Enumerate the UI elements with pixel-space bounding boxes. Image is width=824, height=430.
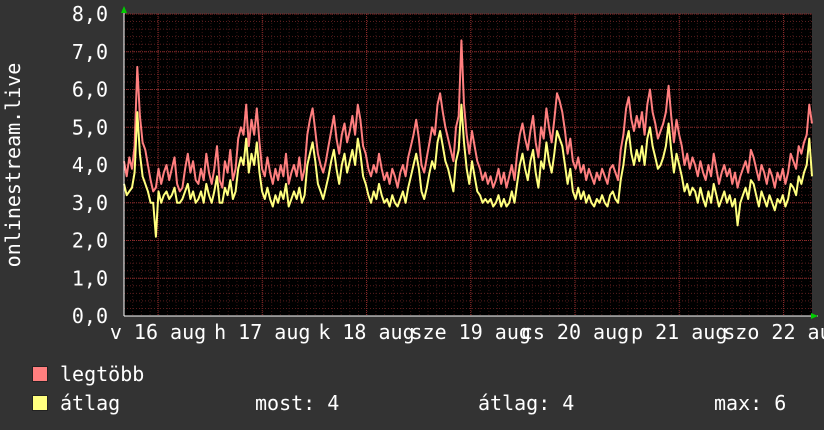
x-tick-label: szo 22 aug (723, 320, 824, 344)
x-tick-label: sze 19 aug (411, 320, 531, 344)
legend-swatch-max (32, 366, 48, 382)
y-tick-label: 1,0 (72, 266, 108, 290)
stat-now: most: 4 (255, 391, 340, 415)
y-axis-arrow (121, 6, 127, 13)
legend-item-max: legtöbb (32, 362, 144, 386)
legend-label-avg: átlag (60, 391, 121, 415)
legend-item-avg: átlag (32, 391, 120, 415)
x-tick-label: k 18 aug (318, 320, 414, 344)
y-tick-label: 5,0 (72, 115, 108, 139)
x-tick-label: p 21 aug (631, 320, 727, 344)
y-tick-label: 2,0 (72, 229, 108, 253)
x-axis-arrow (811, 313, 818, 319)
y-tick-label: 0,0 (72, 304, 108, 328)
y-tick-label: 6,0 (72, 78, 108, 102)
legend-label-max: legtöbb (60, 362, 145, 386)
x-tick-label: cs 20 aug (521, 320, 629, 344)
y-axis-label: onlinestream.live (1, 63, 25, 268)
series-line-avg (123, 103, 813, 238)
y-tick-label: 3,0 (72, 191, 108, 215)
stat-max: max: 6 (714, 391, 787, 415)
axes: 0,0 1,0 2,0 3,0 4,0 5,0 6,0 7,0 8,0 v 16 aug h 17 … (72, 2, 824, 344)
x-tick-label: h 17 aug (214, 320, 310, 344)
series-line-max (123, 39, 813, 193)
y-tick-label: 7,0 (72, 40, 108, 64)
x-tick-label: v 16 aug (110, 320, 206, 344)
y-tick-label: 4,0 (72, 153, 108, 177)
legend-swatch-avg (32, 395, 48, 411)
series-group (123, 39, 813, 238)
y-tick-label: 8,0 (72, 2, 108, 26)
stat-avg: átlag: 4 (478, 391, 575, 415)
